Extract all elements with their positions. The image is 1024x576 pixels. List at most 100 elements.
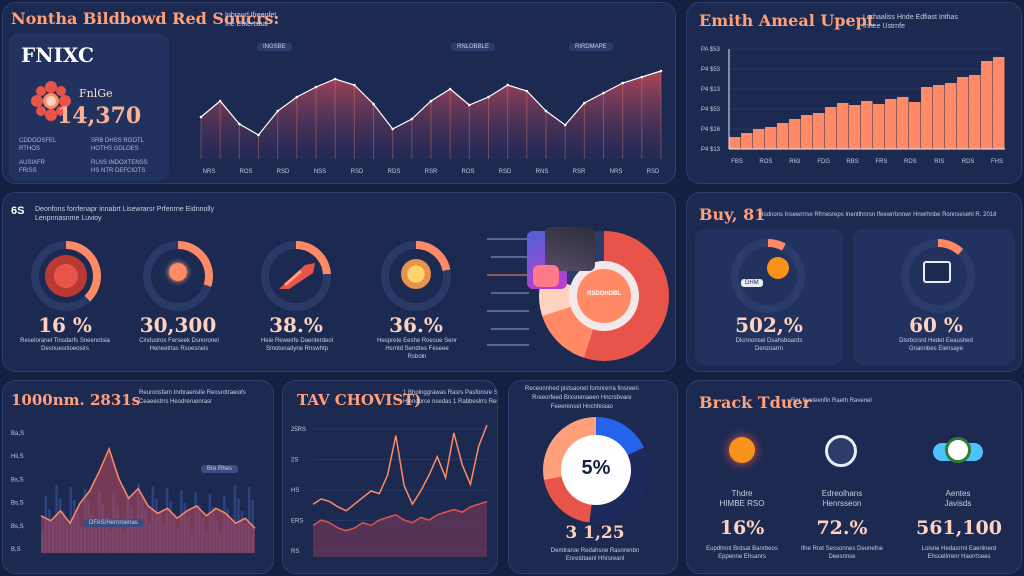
y-tick-label: Bs,S (11, 524, 24, 530)
trend-line-chart: 25RS 2S HS ERS RS (291, 424, 488, 557)
item-caption-1: Eupdlmnt Brdsat Banrbeos Eppenne Ehsanrs (706, 546, 778, 560)
chart-tag-2[interactable]: RNLOBBLE (451, 43, 496, 51)
item-value-3: 561,100 (916, 517, 1002, 539)
stat-3: AUSIXFR FRISS (19, 160, 46, 174)
volume-bar (247, 487, 251, 553)
photo-card-2 (545, 227, 595, 271)
y-tick-label: B,S (11, 547, 21, 553)
brand-logo: FNIXC (21, 43, 94, 67)
y-tick-label: Bs,S (11, 477, 24, 483)
x-tick-label: RSD (277, 169, 290, 175)
x-tick-label: RSR (425, 169, 438, 175)
gauge-value-6: 60 % (909, 313, 963, 337)
panel-buy: Buy, 81 Hodnons Insewrrrse Rfrnesreps In… (686, 192, 1022, 372)
x-tick-label: RDS (388, 169, 401, 175)
series-line (312, 424, 488, 512)
donut-core (577, 269, 631, 323)
chart-tag-4[interactable]: Bre Rhes (201, 465, 239, 473)
item-caption-2: Ifne Rret Sessonnes Deonefne Deesnnse (800, 546, 884, 560)
chart-tag-1[interactable]: INGSBE (257, 43, 292, 51)
badge-icon: 6S (11, 205, 25, 217)
bar (921, 87, 933, 149)
lightbulb-icon (169, 263, 187, 281)
x-tick-label: NRS (610, 169, 623, 175)
x-tick-label: RNS (536, 169, 549, 175)
gauge-caption-6: Disrbcrsrd Hedet Eeaushed Gnannbes Eiensa… (899, 338, 973, 352)
metric-label: FnlGe (79, 87, 113, 100)
gauge-value-5: 502,% (735, 313, 803, 337)
price-line (200, 70, 662, 136)
panel-center-donut: Receonnhed pistsaonet fomnrerra finsreen… (508, 380, 678, 574)
summary-card: FNIXC FnlGe 14,370 CDDOOSFEL RTHOS SRB DH… (9, 33, 169, 181)
blocked-icon (825, 435, 857, 467)
document-icon (923, 261, 951, 283)
bar (741, 133, 753, 149)
x-tick-label: RBS (846, 159, 858, 165)
y-tick-label: ERS (291, 519, 303, 525)
x-tick-label: RSD (647, 169, 660, 175)
y-tick-label: RS (291, 549, 299, 555)
gauge-hole-5 (739, 247, 797, 305)
x-tick-label: ROS (461, 169, 474, 175)
y-tick-label: P4 $16 (701, 127, 721, 133)
bitcoin-badge-icon (729, 437, 755, 463)
x-tick-label: ROS (239, 169, 252, 175)
coin-icon (401, 259, 431, 289)
x-tick-label: RSR (573, 169, 586, 175)
series-area (313, 501, 487, 557)
gauge-caption-5: Dlcnnonsel Dsahsboards Denzoarrn (735, 338, 803, 352)
volume-line (40, 446, 256, 529)
annual-bar-chart: PA $53 P4 $53 P4 $13 P4 $53 P4 $16 P4 $13 FBS R… (701, 47, 1005, 165)
y-tick-label: PA $53 (701, 47, 721, 53)
fish-icon (45, 255, 87, 297)
header-note: 1 Bholnggrawas Rasrs Pasfonsre S Hiendorc… (403, 390, 498, 405)
photo-cards (527, 227, 599, 293)
x-tick-label: RIS (934, 159, 944, 165)
chart-tag-5[interactable]: DFAS/Hernroenas (83, 519, 144, 527)
metric-value: 14,370 (57, 103, 142, 129)
panel-gauges: 6S Deonfons forrfenapr innabrt Lisewrars… (2, 192, 676, 372)
header-note: Inbrand Ifreenfet Ine Eotensbal (225, 12, 277, 28)
y-tick-label: P4 $53 (701, 67, 721, 73)
donut-caption: Demtraroe Redahsne Rasnrenbn Enretdtaenl … (550, 548, 640, 562)
chart-tag-3[interactable]: RIRDMAPE (569, 43, 613, 51)
series-line (312, 500, 488, 532)
x-tick-label: FDG (817, 159, 830, 165)
panel-tav-chovist: TAV CHOVIST) 1 Bholnggrawas Rasrs Pasfon… (282, 380, 498, 574)
bar (897, 97, 909, 149)
y-tick-label: P4 $13 (701, 147, 721, 153)
header-note: Hodnons Insewrrrse Rfrnesreps Inentlhnrs… (759, 212, 997, 218)
x-tick-label: ROS (759, 159, 772, 165)
y-tick-label: 25RS (291, 427, 306, 433)
x-tick-label: RSD (351, 169, 364, 175)
chip-badge: DHM (741, 279, 763, 287)
gauge-value-2: 30,300 (139, 313, 217, 337)
x-tick-label: FRS (875, 159, 887, 165)
bar (933, 85, 945, 149)
bar (813, 113, 825, 149)
gauge-value-1: 16 % (38, 313, 92, 337)
stat-1: CDDOOSFEL RTHOS (19, 138, 57, 152)
x-tick-label: RDS (962, 159, 975, 165)
item-label-3: Aentes Javisds (944, 489, 972, 508)
x-tick-label: R63 (789, 159, 801, 165)
bar (765, 127, 777, 149)
stat-4: RLNS INDOXTENSS HS NTR DEFCIOTS (91, 160, 148, 174)
donut-center-value: 5% (581, 457, 611, 479)
bar (801, 115, 813, 149)
x-tick-label: RSD (499, 169, 512, 175)
y-tick-label: 2S (291, 458, 298, 464)
connector-lines (487, 238, 529, 346)
y-tick-label: Bs,S (11, 501, 24, 507)
panel-title: Brack Tduer (699, 393, 812, 412)
header-note: Rer Systeenfin Raeth Ravenel (791, 398, 872, 404)
bar (993, 57, 1005, 149)
bar (909, 102, 921, 149)
panel-title: TAV CHOVIST) (297, 391, 422, 409)
y-tick-label: Ba,S (11, 431, 24, 437)
leaf-icon (945, 437, 971, 463)
item-value-1: 16% (719, 517, 765, 539)
bar (753, 129, 765, 149)
bar (837, 103, 849, 149)
header-note: Lorhaaliss Hnde Edfiast Inthas Inhee Ustr… (863, 14, 958, 30)
